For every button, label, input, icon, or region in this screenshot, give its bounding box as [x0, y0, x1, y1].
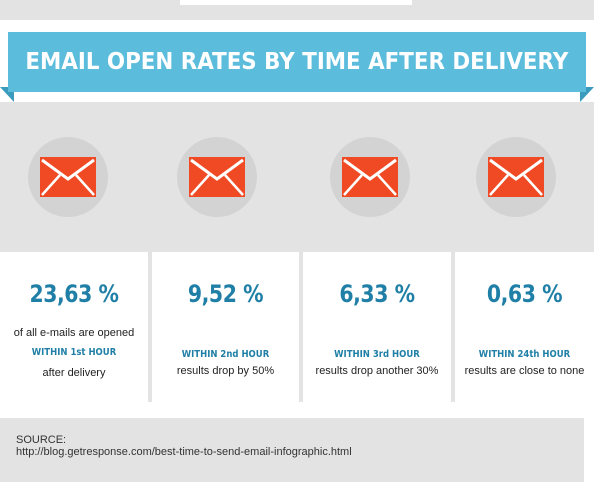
stat-highlight: WITHIN 2nd HOUR	[181, 349, 270, 360]
stat-line: after delivery	[42, 367, 106, 379]
stat-line: results drop another 30%	[315, 365, 439, 377]
source-box: SOURCE: http://blog.getresponse.com/best…	[0, 418, 584, 482]
stat-column-4: 0,63 % WITHIN 24th HOUR results are clos…	[455, 252, 594, 402]
envelope-icon	[40, 157, 96, 197]
stat-value: 0,63 %	[486, 280, 563, 308]
stat-divider	[299, 252, 303, 402]
stat-highlight: WITHIN 1st HOUR	[31, 347, 117, 358]
source-url[interactable]: http://blog.getresponse.com/best-time-to…	[16, 446, 352, 458]
stat-column-3: 6,33 % WITHIN 3rd HOUR results drop anot…	[303, 252, 451, 402]
icons-row	[0, 102, 594, 252]
stats-row: 23,63 % of all e-mails are opened WITHIN…	[0, 252, 594, 402]
stat-value: 9,52 %	[187, 280, 264, 308]
stat-highlight: WITHIN 24th HOUR	[478, 349, 571, 360]
stat-line: of all e-mails are opened	[13, 327, 135, 339]
stat-column-2: 9,52 % WITHIN 2nd HOUR results drop by 5…	[152, 252, 299, 402]
stat-column-1: 23,63 % of all e-mails are opened WITHIN…	[0, 252, 148, 402]
top-strip-gap	[180, 0, 412, 5]
envelope-icon	[488, 157, 544, 197]
stat-line: results drop by 50%	[176, 365, 275, 377]
stat-value: 6,33 %	[339, 280, 415, 308]
top-strip	[0, 0, 594, 20]
stat-divider	[451, 252, 455, 402]
banner-title: EMAIL OPEN RATES BY TIME AFTER DELIVERY	[25, 49, 569, 75]
stat-divider	[148, 252, 152, 402]
stat-line: results are close to none	[464, 365, 585, 377]
icon-circle-3	[330, 137, 410, 217]
icon-circle-4	[476, 137, 556, 217]
envelope-icon	[342, 157, 398, 197]
source-label: SOURCE:	[16, 434, 67, 446]
title-banner: EMAIL OPEN RATES BY TIME AFTER DELIVERY	[0, 20, 594, 102]
icon-circle-2	[177, 137, 257, 217]
banner-band: EMAIL OPEN RATES BY TIME AFTER DELIVERY	[8, 32, 586, 92]
stat-value: 23,63 %	[29, 280, 119, 308]
stat-highlight: WITHIN 3rd HOUR	[334, 349, 420, 360]
icon-circle-1	[28, 137, 108, 217]
envelope-icon	[189, 157, 245, 197]
